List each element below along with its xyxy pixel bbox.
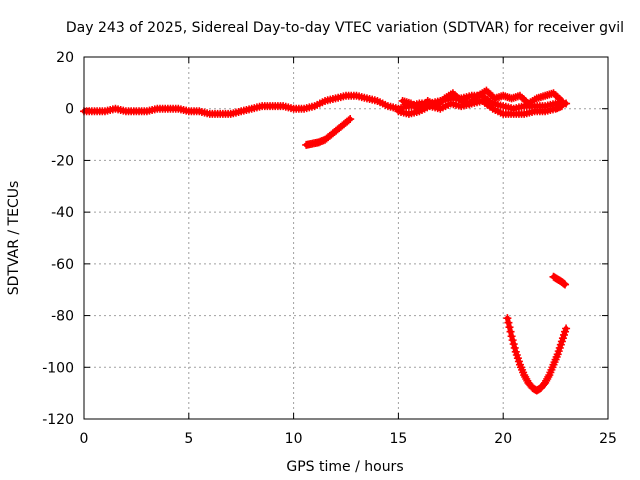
y-tick-label: -100: [42, 360, 74, 376]
chart-title: Day 243 of 2025, Sidereal Day-to-day VTE…: [66, 20, 624, 36]
y-axis-label: SDTVAR / TECUs: [6, 181, 22, 296]
data-point: [508, 336, 517, 345]
series-2: [394, 96, 566, 118]
y-tick-label: -20: [51, 153, 74, 169]
data-point: [562, 99, 571, 108]
x-tick-label: 5: [184, 431, 193, 447]
data-point: [503, 314, 512, 323]
x-tick-label: 0: [80, 431, 89, 447]
y-tick-label: -80: [51, 309, 74, 325]
axis-ticks: 0 5 10 15 20 25 -120 -100 -80 -60 -40 -20 0 20: [42, 50, 617, 447]
data-point: [562, 324, 571, 333]
data-point: [561, 280, 570, 289]
data-point: [557, 102, 566, 111]
x-tick-label: 10: [285, 431, 303, 447]
plot-frame: [83, 56, 609, 420]
series-3: [302, 115, 355, 149]
series-4: [503, 314, 571, 395]
x-tick-label: 20: [494, 431, 512, 447]
data-point: [509, 340, 518, 349]
x-axis-label: GPS time / hours: [286, 459, 403, 475]
data-point: [506, 327, 515, 336]
plot-area: [80, 86, 571, 395]
y-tick-label: 0: [65, 102, 74, 118]
y-tick-label: 20: [56, 50, 74, 66]
data-point: [504, 318, 513, 327]
data-point: [505, 323, 514, 332]
data-point: [507, 332, 516, 341]
data-point: [510, 343, 519, 352]
y-tick-label: -40: [51, 205, 74, 221]
x-tick-label: 25: [599, 431, 617, 447]
y-tick-label: -120: [42, 412, 74, 428]
series-5: [549, 272, 570, 289]
x-tick-label: 15: [389, 431, 407, 447]
data-point: [346, 115, 355, 124]
y-tick-label: -60: [51, 257, 74, 273]
series-0: [80, 91, 571, 118]
data-point: [344, 116, 353, 125]
